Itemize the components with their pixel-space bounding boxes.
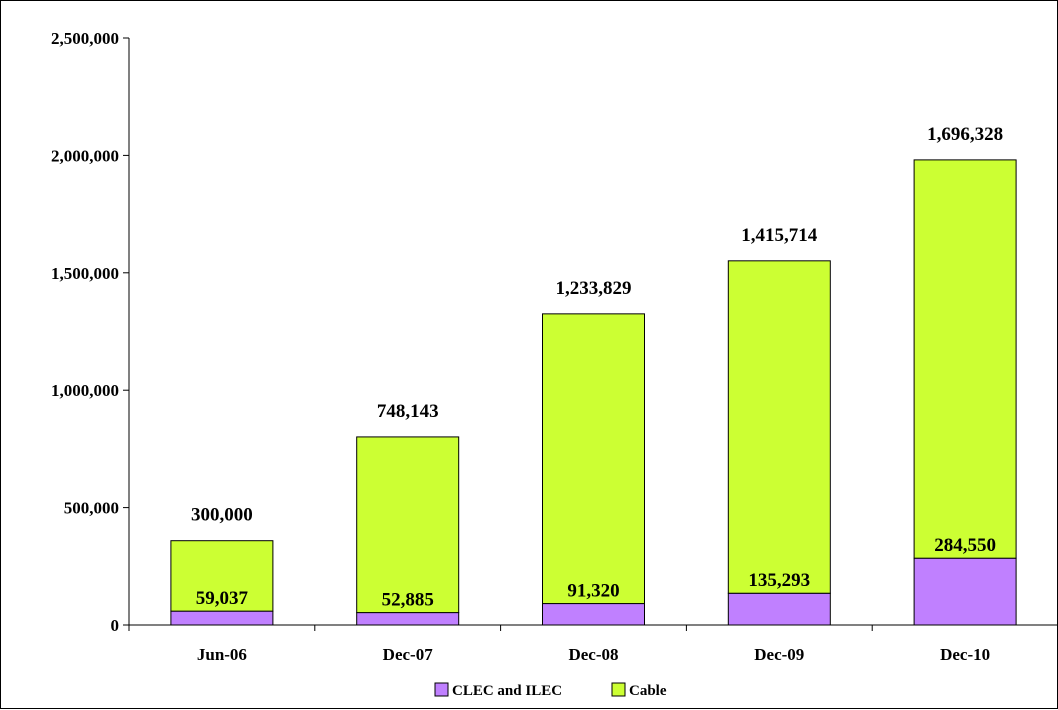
legend-swatch-clec-ilec — [434, 682, 449, 697]
y-tick-label: 1,500,000 — [51, 264, 119, 283]
data-label-cable: 300,000 — [191, 505, 253, 526]
x-tick-label: Dec-10 — [940, 645, 990, 664]
x-tick-label: Dec-08 — [568, 645, 618, 664]
x-tick-label: Dec-07 — [383, 645, 434, 664]
legend-label-clec-ilec: CLEC and ILEC — [452, 683, 562, 699]
legend-swatch-cable — [611, 682, 626, 697]
bar-clec-ilec — [913, 557, 1017, 626]
data-label-clec-ilec: 135,293 — [748, 570, 810, 591]
data-label-clec-ilec: 52,885 — [382, 590, 434, 611]
bar-cable — [542, 313, 645, 605]
data-label-clec-ilec: 59,037 — [196, 588, 249, 609]
bar-cable — [356, 436, 460, 614]
data-label-cable: 748,143 — [377, 401, 439, 422]
data-label-cable: 1,415,714 — [741, 225, 818, 246]
bar-cable — [727, 260, 831, 594]
y-tick-label: 2,000,000 — [51, 146, 119, 165]
y-tick-label: 1,000,000 — [51, 381, 119, 400]
bar-clec-ilec — [727, 592, 831, 626]
y-tick-label: 2,500,000 — [51, 29, 119, 48]
bar-clec-ilec — [356, 612, 460, 626]
bar-clec-ilec — [170, 610, 274, 626]
x-tick-label: Jun-06 — [197, 645, 247, 664]
bar-cable — [170, 540, 274, 612]
bar-clec-ilec — [542, 603, 645, 626]
bar-cable — [913, 159, 1017, 559]
data-label-cable: 1,233,829 — [556, 278, 632, 299]
y-tick-label: 500,000 — [64, 499, 119, 518]
y-tick-label: 0 — [111, 616, 120, 635]
legend-label-cable: Cable — [629, 683, 667, 699]
x-tick-label: Dec-09 — [754, 645, 804, 664]
data-label-clec-ilec: 284,550 — [934, 535, 996, 556]
data-label-clec-ilec: 91,320 — [567, 581, 619, 602]
data-label-cable: 1,696,328 — [927, 124, 1003, 145]
